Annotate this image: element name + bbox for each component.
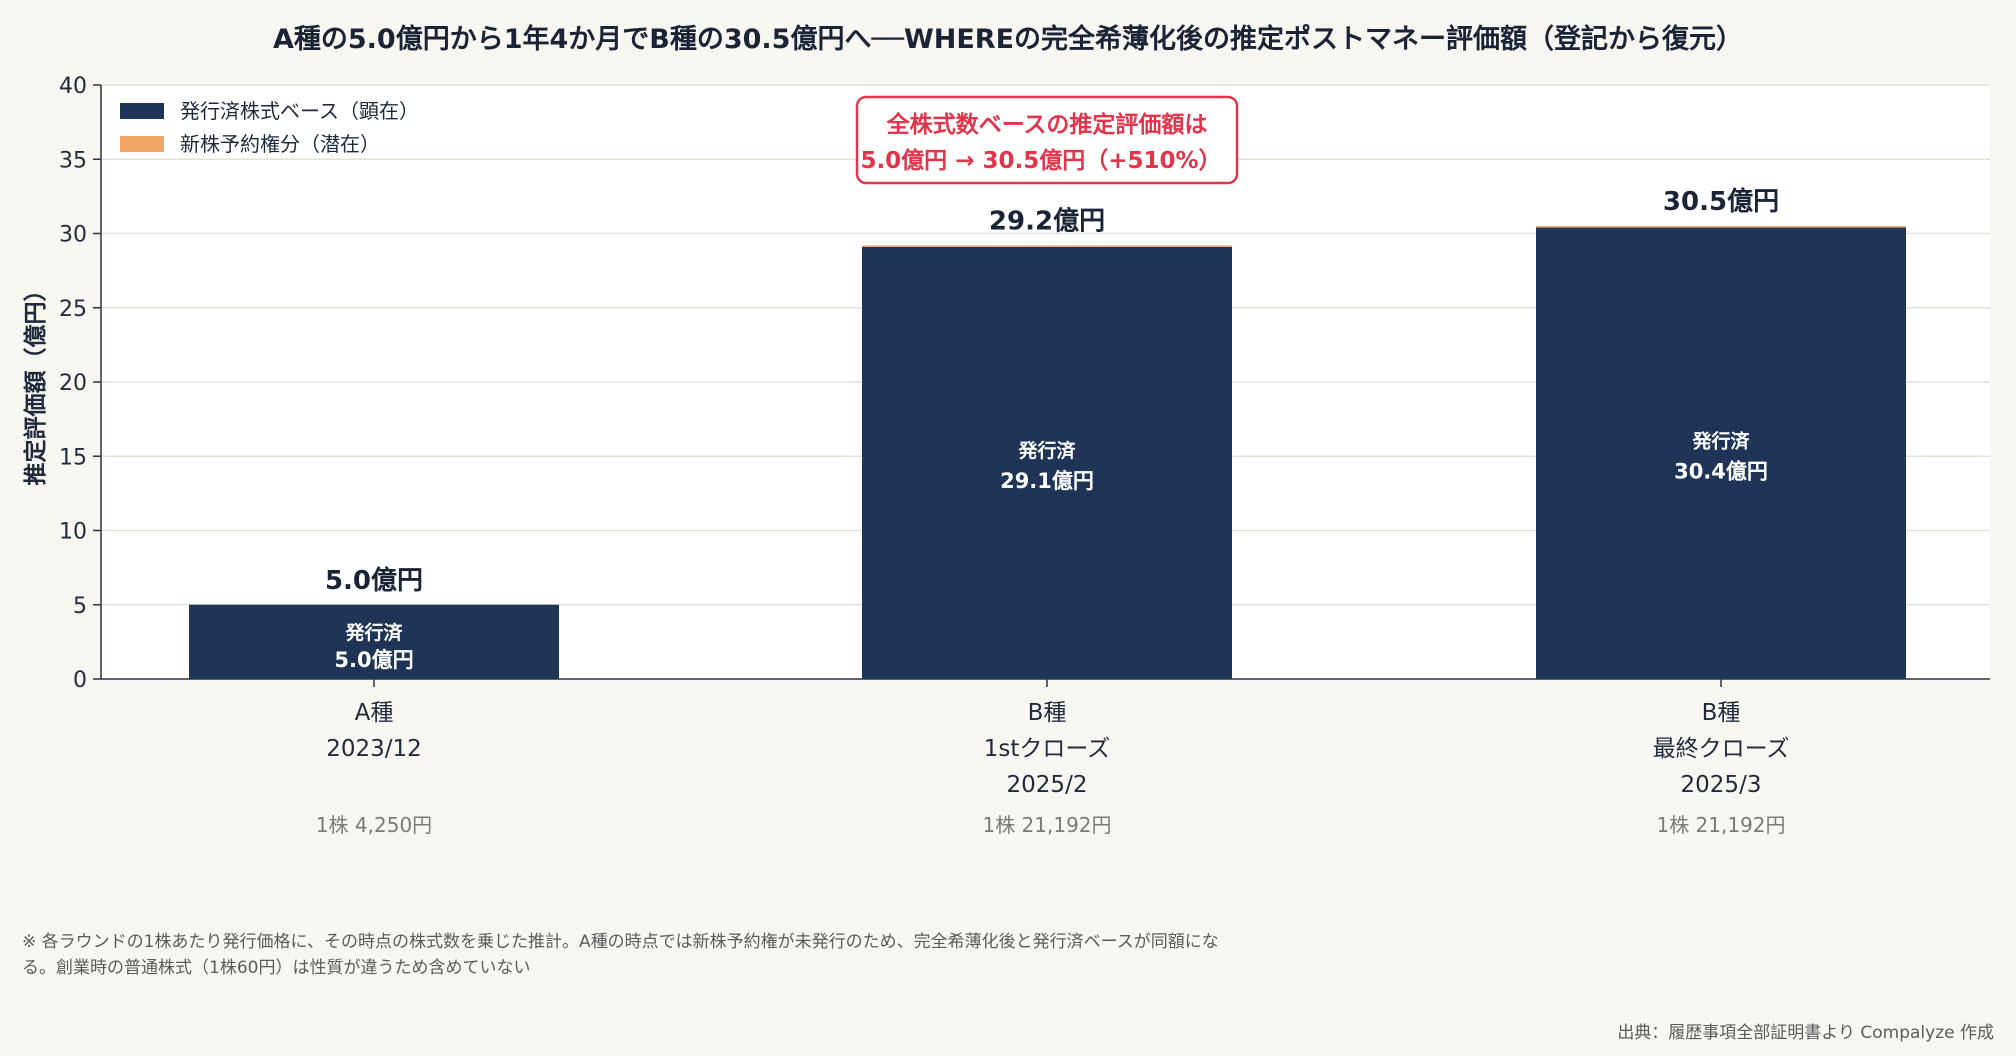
- y-tick-label: 40: [59, 74, 87, 99]
- bar-inner-label: 発行済: [1691, 429, 1750, 452]
- price-per-share-label: 1株 4,250円: [316, 813, 432, 837]
- bar-issued-2: [862, 246, 1232, 680]
- y-tick-label: 5: [73, 594, 87, 619]
- y-tick-label: 15: [59, 445, 87, 470]
- bar-inner-value: 5.0億円: [334, 648, 413, 672]
- x-tick-label: 2023/12: [326, 736, 422, 762]
- bar-inner-value: 30.4億円: [1674, 459, 1768, 483]
- x-tick-label: 2025/3: [1681, 772, 1762, 798]
- legend-swatch-issued: [120, 103, 164, 119]
- callout-box: 全株式数ベースの推定評価額は 5.0億円 → 30.5億円（+510%）: [855, 95, 1239, 185]
- x-tick-label: 最終クローズ: [1653, 736, 1790, 762]
- y-tick-label: 25: [59, 297, 87, 322]
- chart-title: A種の5.0億円から1年4か月でB種の30.5億円へ──WHEREの完全希薄化後…: [273, 23, 1743, 55]
- footnote-line1: ※ 各ラウンドの1株あたり発行価格に、その時点の株式数を乗じた推計。A種の時点で…: [22, 932, 1219, 952]
- total-value-label: 30.5億円: [1663, 187, 1779, 217]
- bar-options-2: [862, 245, 1232, 247]
- bar-inner-value: 29.1億円: [1000, 469, 1094, 493]
- price-per-share-label: 1株 21,192円: [982, 813, 1111, 837]
- x-tick-label: B種: [1702, 700, 1741, 726]
- price-per-share-label: 1株 21,192円: [1656, 813, 1785, 837]
- y-tick-label: 0: [73, 668, 87, 693]
- total-value-label: 29.2億円: [989, 206, 1105, 236]
- x-tick-label: B種: [1028, 700, 1067, 726]
- y-tick-label: 10: [59, 520, 87, 545]
- legend-swatch-options: [120, 136, 164, 152]
- x-tick-label: 2025/2: [1007, 772, 1088, 798]
- legend-label-options: 新株予約権分（潜在）: [180, 132, 380, 156]
- bar-issued-3: [1536, 227, 1906, 679]
- x-tick-label: A種: [355, 700, 394, 726]
- y-tick-label: 20: [59, 371, 87, 396]
- axes: 0 5 10 15 20 25 30 35 40: [59, 74, 1990, 693]
- y-tick-label: 30: [59, 223, 87, 248]
- callout-border: [855, 95, 1239, 185]
- callout-line2: 5.0億円 → 30.5億円（+510%）: [860, 147, 1221, 174]
- source-note: 出典：履歴事項全部証明書より Compalyze 作成: [1617, 1023, 1994, 1043]
- bar-issued-1: [189, 604, 559, 679]
- footnote-line2: る。創業時の普通株式（1株60円）は性質が違うため含めていない: [22, 958, 530, 978]
- y-axis-label: 推定評価額（億円）: [22, 279, 49, 486]
- legend: 発行済株式ベース（顕在） 新株予約権分（潜在）: [120, 99, 419, 156]
- bars: [189, 226, 1906, 680]
- y-tick-label: 35: [59, 148, 87, 173]
- legend-label-issued: 発行済株式ベース（顕在）: [180, 99, 419, 123]
- bar-options-3: [1536, 226, 1906, 228]
- bar-inner-label: 発行済: [1017, 439, 1076, 462]
- callout-line1: 全株式数ベースの推定評価額は: [886, 111, 1208, 138]
- bar-inner-label: 発行済: [344, 621, 403, 644]
- x-tick-label: 1stクローズ: [984, 736, 1110, 762]
- total-value-label: 5.0億円: [325, 566, 423, 596]
